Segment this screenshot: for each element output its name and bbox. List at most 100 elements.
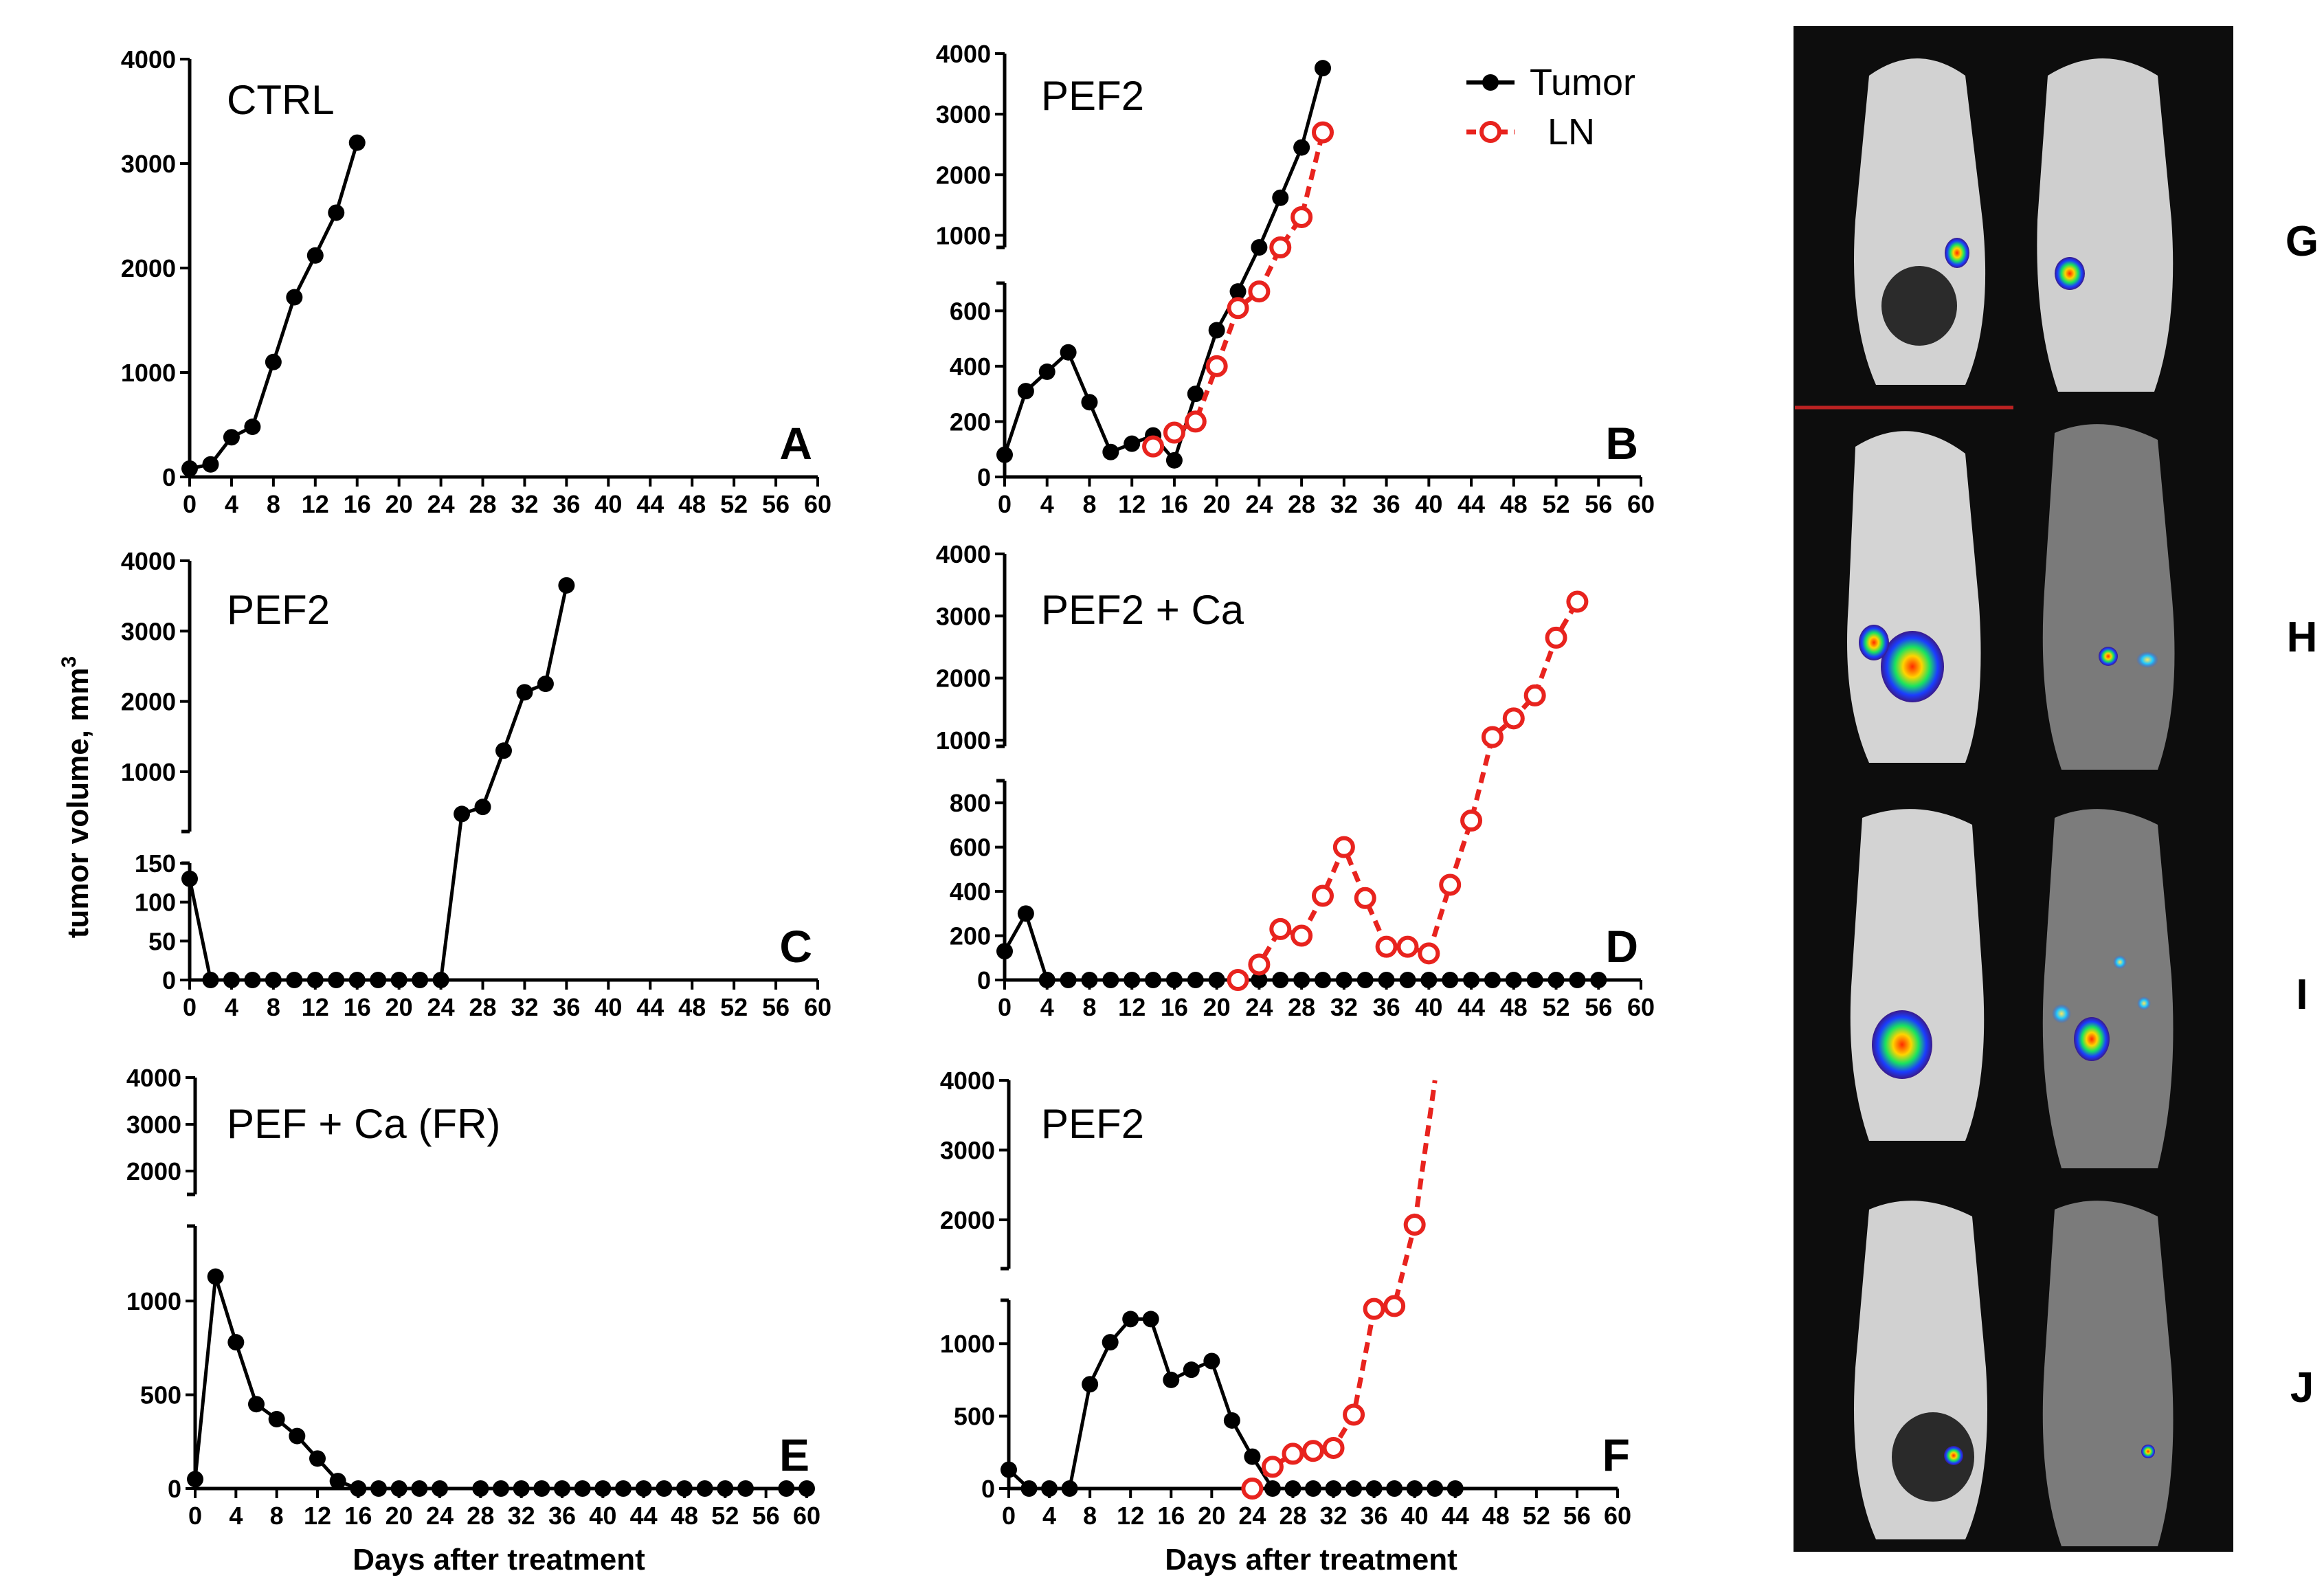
signal-i-right-3 (2113, 955, 2127, 969)
x-tick-label: 24 (426, 1502, 454, 1530)
y-axis-label-superscript: 3 (58, 656, 80, 668)
x-tick-label: 60 (804, 993, 831, 1021)
x-tick-label: 36 (548, 1502, 576, 1530)
data-point-tumor (1165, 972, 1183, 988)
data-point-tumor (1203, 1352, 1220, 1370)
data-point-ln (1269, 236, 1292, 258)
chart-title: PEF2 (1041, 73, 1144, 119)
signal-h-left-small (1859, 625, 1889, 660)
panel-letter: E (779, 1429, 809, 1480)
x-tick-label: 32 (508, 1502, 535, 1530)
data-point-tumor (717, 1480, 734, 1497)
data-point-tumor (1325, 1480, 1342, 1497)
data-point-tumor (1365, 1480, 1383, 1497)
data-point-tumor (1122, 1311, 1139, 1328)
x-tick-label: 56 (752, 1502, 780, 1530)
x-tick-label: 32 (511, 490, 538, 518)
y-tick-label: 200 (950, 922, 991, 950)
y-tick-label: 400 (950, 878, 991, 906)
data-point-tumor (207, 1268, 224, 1285)
x-tick-label: 24 (427, 993, 455, 1021)
x-tick-label: 16 (344, 1502, 372, 1530)
data-point-tumor (244, 972, 261, 988)
data-point-tumor (1284, 1480, 1301, 1497)
x-tick-label: 12 (304, 1502, 331, 1530)
data-point-tumor (798, 1480, 815, 1497)
y-tick-label: 800 (950, 789, 991, 817)
data-point-tumor (1060, 344, 1077, 361)
mouse-g-left-dark-tumor (1881, 266, 1957, 346)
x-tick-label: 12 (302, 490, 329, 518)
data-point-ln (1460, 810, 1483, 832)
data-point-tumor (187, 1471, 203, 1488)
y-tick-label: 1000 (936, 221, 991, 249)
x-tick-label: 44 (1457, 993, 1485, 1021)
mouse-h-left (1847, 431, 1981, 763)
data-point-tumor (1386, 1480, 1403, 1497)
data-point-tumor (248, 1396, 265, 1413)
x-tick-label: 32 (511, 993, 538, 1021)
x-tick-label: 4 (225, 490, 238, 518)
x-tick-label: 56 (1585, 490, 1612, 518)
data-point-tumor (223, 429, 240, 446)
data-point-tumor (474, 799, 491, 816)
signal-h-left-large (1881, 631, 1944, 702)
x-tick-label: 12 (302, 993, 329, 1021)
data-point-tumor (181, 870, 198, 887)
x-tick-label: 32 (1320, 1502, 1348, 1530)
signal-j-right (2141, 1445, 2155, 1458)
y-tick-label: 600 (950, 297, 991, 325)
x-tick-label: 44 (1442, 1502, 1469, 1530)
x-tick-label: 0 (183, 993, 197, 1021)
y-tick-label: 3000 (126, 1111, 181, 1139)
imaging-column: G H I J (1794, 26, 2319, 1552)
chart-panel-d: 0 4 8 12 16 20 24 28 32 36 40 44 48 52 56 6002004006008… (936, 540, 1655, 1021)
y-tick-label: 4000 (936, 40, 991, 68)
x-tick-label: 48 (1482, 1502, 1510, 1530)
data-point-ln (1248, 280, 1271, 303)
data-point-tumor (1305, 1480, 1321, 1497)
data-point-ln (1312, 884, 1334, 907)
x-tick-label: 60 (804, 490, 831, 518)
x-tick-label: 52 (1543, 490, 1570, 518)
data-point-ln (1363, 1297, 1385, 1320)
x-tick-label: 48 (1500, 490, 1528, 518)
y-tick-label: 1000 (126, 1287, 181, 1315)
signal-j-left (1944, 1446, 1963, 1465)
y-tick-label: 200 (950, 408, 991, 436)
x-tick-label: 48 (671, 1502, 698, 1530)
y-tick-label: 4000 (126, 1064, 181, 1092)
data-point-ln (1396, 935, 1419, 958)
x-tick-label: 4 (1040, 490, 1054, 518)
x-axis-label-right: Days after treatment (1165, 1543, 1457, 1577)
series-line-tumor (1003, 67, 1325, 463)
data-point-tumor (306, 972, 324, 988)
data-point-ln (1322, 1436, 1345, 1459)
y-tick-label: 3000 (121, 617, 176, 645)
data-point-ln (1502, 707, 1525, 730)
data-point-tumor (493, 1480, 509, 1497)
x-tick-label: 12 (1118, 993, 1146, 1021)
series-line-tumor (189, 142, 359, 471)
legend-tumor-marker (1482, 74, 1499, 91)
chart-panel-a: 0 4 8 12 16 20 24 28 32 36 40 44 48 52 56 6001000200030… (121, 45, 831, 518)
x-tick-label: 16 (1161, 490, 1188, 518)
x-tick-label: 4 (1042, 1502, 1056, 1530)
y-tick-label: 600 (950, 834, 991, 862)
data-point-ln (1291, 924, 1313, 947)
x-tick-label: 24 (1245, 490, 1273, 518)
data-point-ln (1261, 1456, 1284, 1478)
data-point-ln (1418, 942, 1440, 965)
x-tick-label: 8 (267, 490, 280, 518)
x-tick-label: 24 (1238, 1502, 1266, 1530)
y-tick-label: 0 (977, 463, 991, 491)
panel-letter: B (1605, 418, 1638, 469)
chart-panel-e: 0 4 8 12 16 20 24 28 32 36 40 44 48 52 56 6005001000200… (126, 1064, 820, 1530)
x-tick-label: 28 (1279, 1502, 1306, 1530)
chart-title: CTRL (227, 77, 335, 123)
y-tick-label: 1000 (936, 726, 991, 755)
x-tick-label: 8 (267, 993, 280, 1021)
data-point-ln (1269, 917, 1292, 940)
chart-title: PEF2 (227, 587, 330, 633)
